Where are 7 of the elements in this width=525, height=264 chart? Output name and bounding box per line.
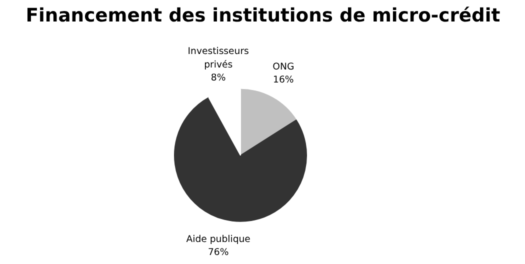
data-label: 16% (273, 74, 294, 86)
slice-label: ONG (272, 61, 294, 72)
slice-label: Aide publique (186, 234, 251, 245)
slice-label: Investisseurs privés (188, 46, 250, 70)
data-label: 76% (208, 247, 229, 258)
data-label: 8% (210, 72, 226, 84)
chart-title: Financement des institutions de micro-crédit (26, 6, 500, 26)
